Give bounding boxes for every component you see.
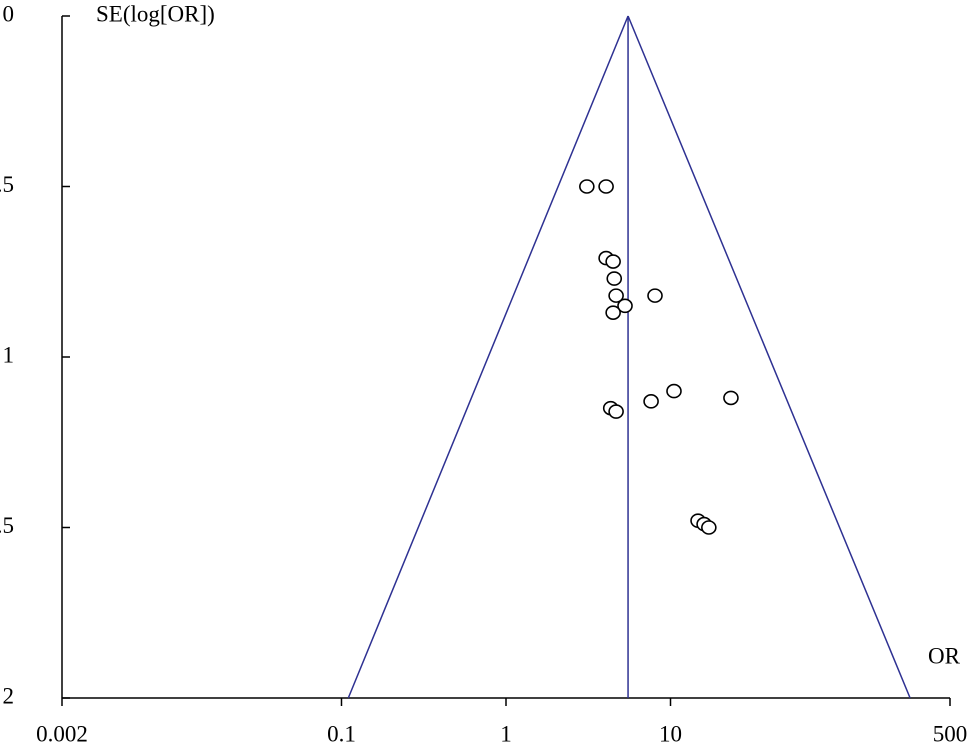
x-tick-label: 0.1 (327, 721, 356, 746)
study-point (617, 298, 633, 314)
study-point (598, 179, 614, 194)
funnel-lower (347, 15, 629, 699)
study-point (666, 383, 682, 399)
study-point (605, 254, 621, 269)
x-tick-label: 500 (933, 721, 968, 746)
x-tick-label: 10 (659, 721, 682, 746)
study-point (608, 288, 624, 303)
y-tick-label: 1.5 (0, 513, 14, 538)
y-tick-label: 0 (3, 1, 15, 26)
study-point (647, 288, 663, 303)
study-point (723, 390, 739, 406)
x-axis-label: OR (928, 643, 961, 668)
study-point (579, 179, 595, 194)
study-point (606, 271, 623, 286)
study-point (608, 404, 624, 419)
y-tick-label: 1 (3, 342, 15, 367)
x-tick-label: 1 (500, 721, 512, 746)
y-tick-label: 2 (3, 683, 15, 708)
study-point (643, 394, 659, 409)
x-tick-label: 0.002 (36, 721, 88, 746)
funnel-upper (627, 15, 911, 699)
study-point (605, 305, 621, 320)
y-axis-label: SE(log[OR]) (96, 1, 215, 26)
study-point (701, 520, 717, 535)
y-tick-label: 0.5 (0, 172, 14, 197)
